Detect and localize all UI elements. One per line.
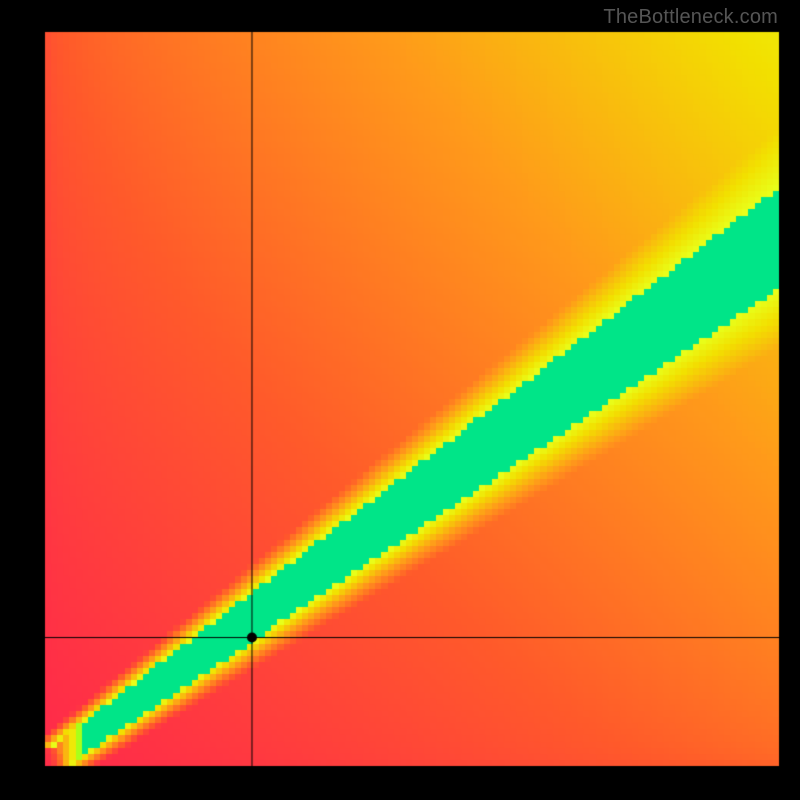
heatmap-canvas <box>0 0 800 800</box>
chart-container: TheBottleneck.com <box>0 0 800 800</box>
watermark-text: TheBottleneck.com <box>603 6 778 29</box>
